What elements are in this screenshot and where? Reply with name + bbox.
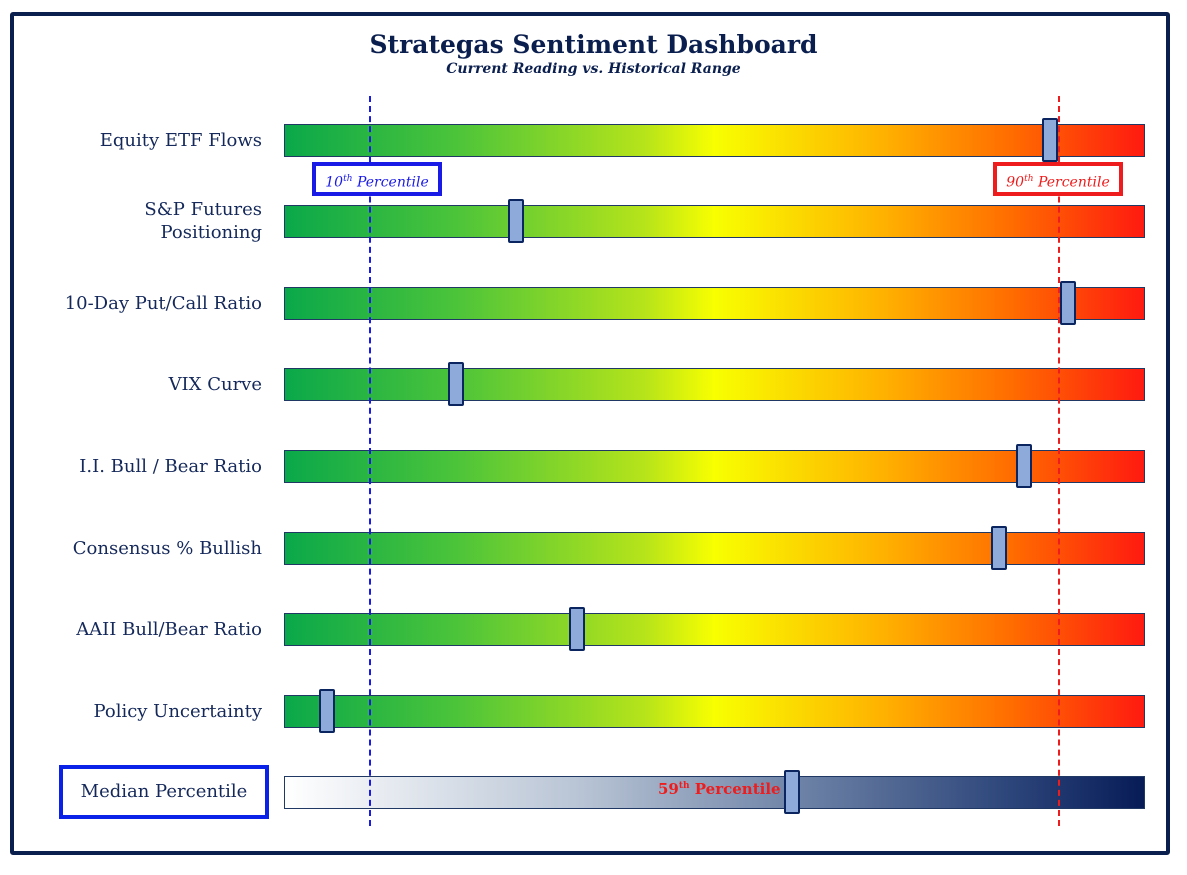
indicator-label: AAII Bull/Bear Ratio: [76, 618, 262, 641]
label-line: VIX Curve: [168, 373, 262, 395]
gradient-bar: [284, 287, 1145, 320]
reading-marker: [508, 199, 525, 243]
reading-marker: [1042, 118, 1059, 162]
median-value-label: 59th Percentile: [658, 780, 781, 798]
indicator-label: Consensus % Bullish: [73, 537, 262, 560]
gradient-bar: [284, 695, 1145, 728]
gradient-bar: [284, 450, 1145, 483]
indicator-label: I.I. Bull / Bear Ratio: [79, 455, 262, 478]
gradient-bar: [284, 124, 1145, 157]
label-line: Consensus % Bullish: [72, 537, 262, 559]
median-label-box: Median Percentile: [59, 765, 269, 819]
indicator-label: VIX Curve: [169, 373, 262, 396]
label-line: Equity ETF Flows: [99, 129, 262, 151]
label-line: S&P Futures: [144, 199, 262, 220]
median-marker: [783, 770, 800, 814]
reference-line: [369, 96, 372, 826]
label-line: 10-Day Put/Call Ratio: [64, 292, 262, 314]
dashboard-frame: [10, 12, 1170, 855]
median-bar: [284, 776, 1145, 809]
label-line: AAII Bull/Bear Ratio: [76, 618, 262, 640]
gradient-bar: [284, 613, 1145, 646]
indicator-label: Policy Uncertainty: [93, 700, 262, 723]
label-line: Positioning: [160, 222, 262, 243]
reading-marker: [990, 526, 1007, 570]
reading-marker: [1016, 444, 1033, 488]
gradient-bar: [284, 532, 1145, 565]
chart-subtitle: Current Reading vs. Historical Range: [446, 61, 741, 77]
chart-title: Strategas Sentiment Dashboard: [369, 30, 818, 59]
indicator-label: 10-Day Put/Call Ratio: [65, 292, 262, 315]
indicator-label: S&P Futures Positioning: [144, 198, 262, 244]
indicator-label: Equity ETF Flows: [100, 129, 262, 152]
reading-marker: [448, 362, 465, 406]
gradient-bar: [284, 368, 1145, 401]
gradient-bar: [284, 205, 1145, 238]
reading-marker: [319, 689, 336, 733]
reference-label: 10th Percentile: [312, 162, 442, 196]
reading-marker: [1059, 281, 1076, 325]
reading-marker: [568, 607, 585, 651]
reference-line: [1057, 96, 1060, 826]
label-line: I.I. Bull / Bear Ratio: [79, 455, 262, 477]
reference-label: 90th Percentile: [993, 162, 1123, 196]
label-line: Policy Uncertainty: [93, 700, 262, 722]
